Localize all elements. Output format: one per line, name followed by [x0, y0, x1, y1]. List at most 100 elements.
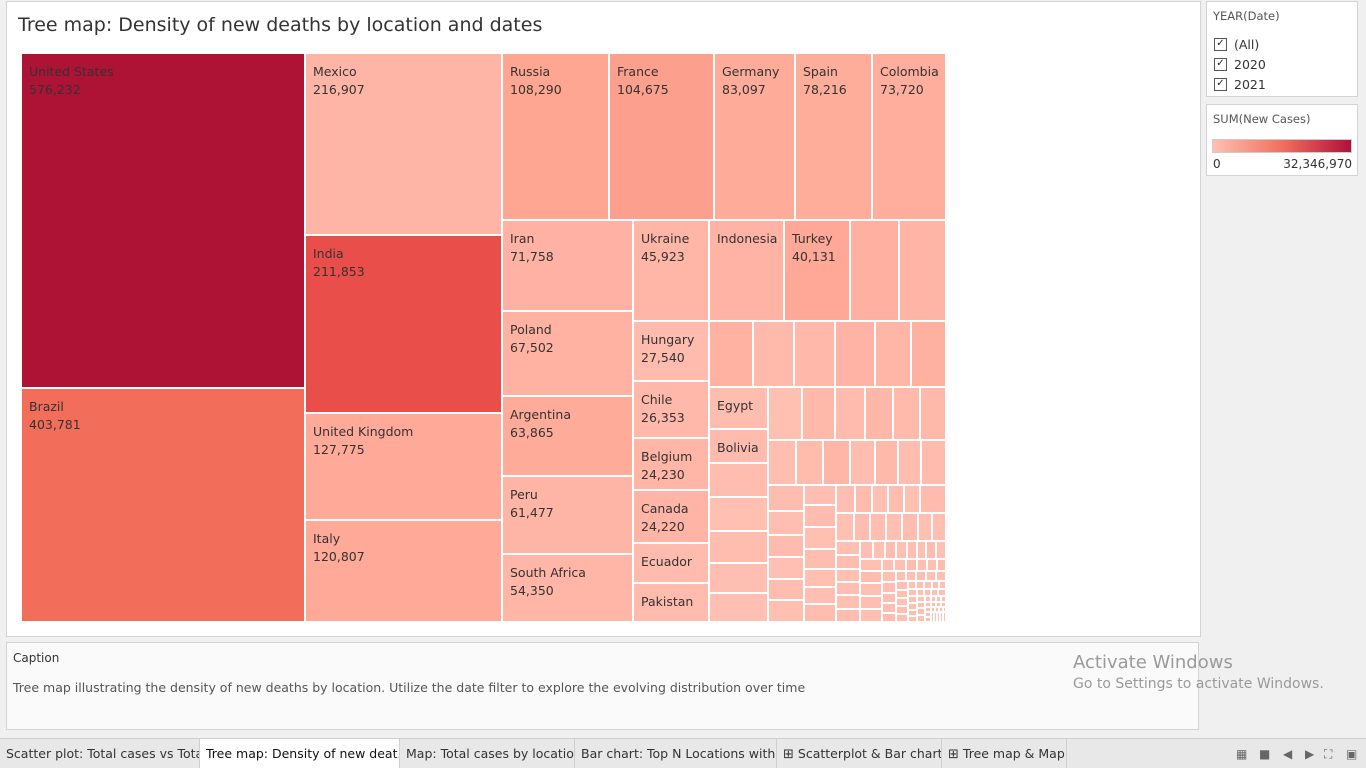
treemap-cell-unlabeled[interactable]: [860, 541, 873, 559]
treemap-cell-unlabeled[interactable]: [794, 321, 835, 387]
treemap-cell-argentina[interactable]: Argentina 63,865: [502, 396, 633, 476]
treemap-cell-unlabeled[interactable]: [882, 613, 896, 622]
treemap-cell-unlabeled[interactable]: [836, 555, 860, 569]
treemap-cell-unlabeled[interactable]: [931, 596, 936, 602]
filter-option-all[interactable]: ✓ (All): [1214, 35, 1259, 53]
treemap-cell-unlabeled[interactable]: [924, 589, 931, 596]
treemap-cell-unlabeled[interactable]: [804, 587, 836, 604]
treemap-cell-unlabeled[interactable]: [804, 505, 836, 527]
treemap-cell-unlabeled[interactable]: [938, 589, 946, 596]
treemap-cell-unlabeled[interactable]: [753, 321, 794, 387]
treemap-cell-unlabeled[interactable]: [931, 602, 936, 607]
treemap-cell-unlabeled[interactable]: [936, 541, 946, 559]
treemap-cell-unlabeled[interactable]: [943, 607, 946, 612]
treemap-cell-unlabeled[interactable]: [836, 513, 854, 541]
treemap-cell-unlabeled[interactable]: [908, 596, 917, 603]
treemap-cell-unlabeled[interactable]: [804, 569, 836, 587]
treemap-cell-unlabeled[interactable]: [908, 610, 917, 616]
treemap-cell-unlabeled[interactable]: [931, 589, 938, 596]
treemap-cell-unlabeled[interactable]: [917, 602, 925, 608]
treemap-cell-unlabeled[interactable]: [802, 387, 835, 440]
treemap-cell-germany[interactable]: Germany 83,097: [714, 53, 795, 220]
checkbox-icon[interactable]: ✓: [1214, 37, 1227, 51]
treemap-cell-unlabeled[interactable]: [882, 571, 896, 582]
tab-map[interactable]: Map: Total cases by location: [400, 739, 575, 768]
treemap-cell-unlabeled[interactable]: [768, 535, 804, 557]
treemap-cell-unlabeled[interactable]: [893, 387, 920, 440]
treemap-cell-unlabeled[interactable]: [941, 602, 946, 607]
treemap-cell-unlabeled[interactable]: [926, 541, 936, 559]
tab-scatter-plot[interactable]: Scatter plot: Total cases vs Tota...: [0, 739, 200, 768]
treemap-cell-unlabeled[interactable]: [768, 511, 804, 535]
tabs-view-icon[interactable]: ■: [1259, 747, 1271, 761]
treemap-cell-unlabeled[interactable]: [908, 581, 916, 589]
treemap-cell-unlabeled[interactable]: [860, 559, 882, 571]
treemap-cell-unlabeled[interactable]: [907, 541, 917, 559]
treemap-cell-india[interactable]: India 211,853: [305, 235, 502, 413]
treemap-cell-unlabeled[interactable]: [836, 582, 860, 595]
treemap-cell-unlabeled[interactable]: [850, 220, 899, 321]
tab-treemap-map-dashboard[interactable]: ⊞ Tree map & Map: [942, 739, 1067, 768]
treemap-cell-unlabeled[interactable]: [908, 616, 917, 622]
treemap-cell-unlabeled[interactable]: [935, 607, 939, 612]
treemap-cell-poland[interactable]: Poland 67,502: [502, 311, 633, 396]
treemap-cell-unlabeled[interactable]: [850, 440, 875, 485]
treemap-cell-unlabeled[interactable]: [896, 541, 907, 559]
treemap-cell-iran[interactable]: Iran 71,758: [502, 220, 633, 311]
treemap-cell-unlabeled[interactable]: [937, 612, 940, 622]
treemap-cell-unlabeled[interactable]: [875, 321, 911, 387]
treemap-cell-unlabeled[interactable]: [836, 609, 860, 622]
checkbox-icon[interactable]: ✓: [1214, 77, 1227, 91]
treemap-cell-unlabeled[interactable]: [911, 321, 946, 387]
tab-tree-map[interactable]: Tree map: Density of new deat...: [200, 739, 400, 768]
treemap-cell-unlabeled[interactable]: [936, 571, 946, 581]
treemap-cell-unlabeled[interactable]: [925, 607, 931, 612]
treemap-cell-unlabeled[interactable]: [926, 571, 936, 581]
treemap-cell-unlabeled[interactable]: [896, 606, 908, 614]
treemap-cell-unlabeled[interactable]: [854, 513, 870, 541]
treemap-cell-unlabeled[interactable]: [908, 603, 917, 610]
treemap-cell-ecuador[interactable]: Ecuador: [633, 543, 709, 583]
treemap-cell-unlabeled[interactable]: [931, 612, 934, 622]
treemap-cell-unlabeled[interactable]: [823, 440, 850, 485]
treemap-cell-unlabeled[interactable]: [917, 559, 927, 571]
treemap-cell-unlabeled[interactable]: [899, 220, 946, 321]
treemap-cell-unlabeled[interactable]: [768, 557, 804, 579]
next-sheet-icon[interactable]: ▶: [1305, 747, 1315, 761]
treemap-cell-unlabeled[interactable]: [917, 615, 925, 622]
treemap-cell-unlabeled[interactable]: [860, 571, 882, 583]
treemap-cell-unlabeled[interactable]: [934, 612, 937, 622]
filter-option-2021[interactable]: ✓ 2021: [1214, 75, 1266, 93]
treemap-cell-unlabeled[interactable]: [860, 609, 882, 622]
filter-option-2020[interactable]: ✓ 2020: [1214, 55, 1266, 73]
treemap-cell-unlabeled[interactable]: [908, 589, 917, 596]
treemap-cell-unlabeled[interactable]: [902, 513, 918, 541]
treemap-cell-unlabeled[interactable]: [917, 589, 924, 596]
treemap-cell-unlabeled[interactable]: [855, 485, 872, 513]
treemap-cell-unlabeled[interactable]: [896, 581, 908, 590]
treemap-cell-brazil[interactable]: Brazil 403,781: [21, 388, 305, 622]
presentation-mode-icon[interactable]: ▣: [1346, 747, 1358, 761]
treemap-cell-hungary[interactable]: Hungary 27,540: [633, 321, 709, 381]
treemap-cell-unlabeled[interactable]: [918, 513, 932, 541]
treemap-cell-united-states[interactable]: United States 576,232: [21, 53, 305, 388]
treemap-cell-united-kingdom[interactable]: United Kingdom 127,775: [305, 413, 502, 520]
treemap-cell-unlabeled[interactable]: [804, 527, 836, 549]
treemap-cell-unlabeled[interactable]: [882, 582, 896, 593]
treemap-cell-unlabeled[interactable]: [924, 581, 932, 589]
treemap-cell-unlabeled[interactable]: [925, 596, 931, 602]
treemap-cell-unlabeled[interactable]: [875, 440, 898, 485]
treemap-cell-pakistan[interactable]: Pakistan: [633, 583, 709, 622]
treemap-cell-unlabeled[interactable]: [920, 485, 946, 513]
treemap-cell-unlabeled[interactable]: [932, 581, 939, 589]
treemap-cell-unlabeled[interactable]: [894, 559, 906, 571]
treemap-cell-unlabeled[interactable]: [870, 513, 886, 541]
treemap-cell-unlabeled[interactable]: [936, 602, 941, 607]
treemap-cell-unlabeled[interactable]: [917, 596, 925, 602]
treemap-cell-unlabeled[interactable]: [836, 595, 860, 609]
treemap-cell-france[interactable]: France 104,675: [609, 53, 714, 220]
treemap-cell-unlabeled[interactable]: [896, 614, 908, 622]
treemap-cell-unlabeled[interactable]: [768, 387, 802, 440]
treemap-cell-turkey[interactable]: Turkey 40,131: [784, 220, 850, 321]
treemap-cell-unlabeled[interactable]: [925, 612, 931, 617]
